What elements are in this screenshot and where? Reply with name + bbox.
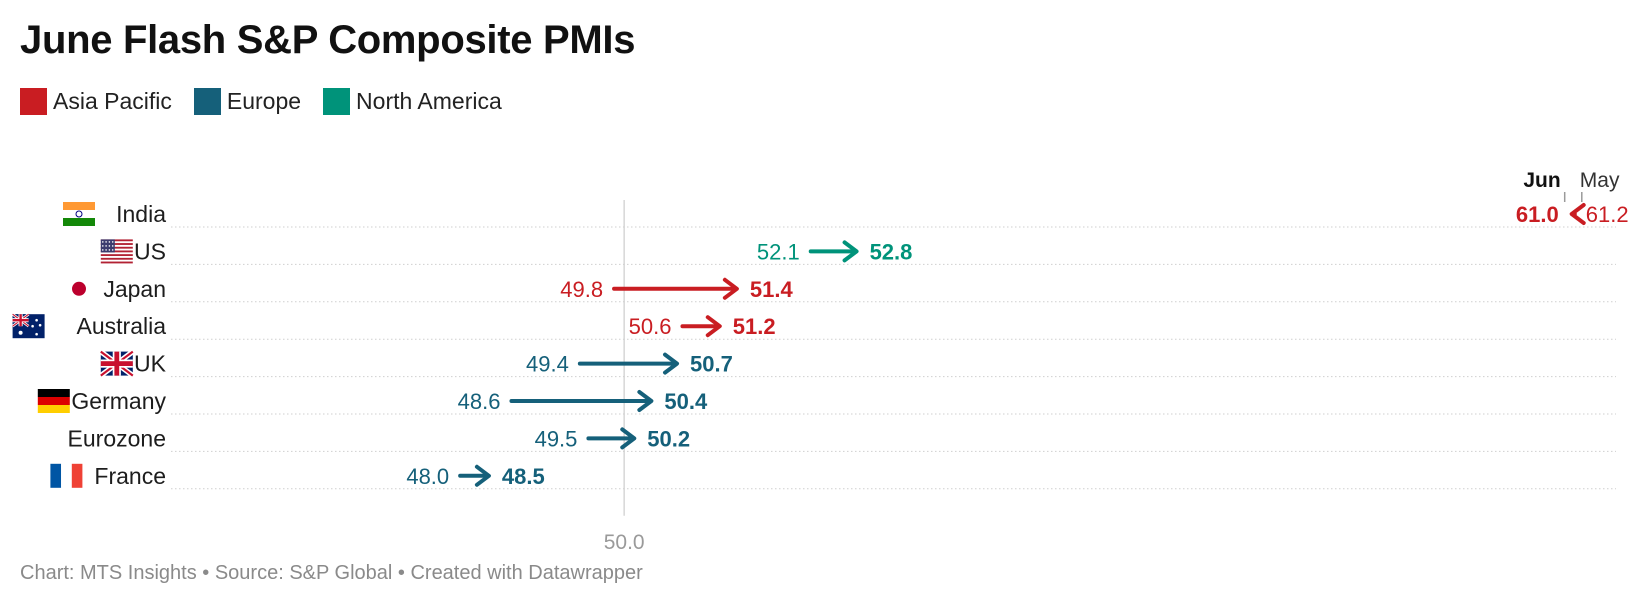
- country-label: Australia: [77, 313, 167, 339]
- row-france: France 48.0 48.5: [50, 463, 1616, 490]
- change-arrow: [680, 315, 722, 338]
- australia-flag-icon: [11, 313, 45, 339]
- may-value-label: 49.4: [526, 352, 569, 377]
- jun-value-label: 50.7: [690, 352, 733, 377]
- france-flag-icon: [50, 463, 83, 488]
- row-uk: UK 49.4 50.7: [99, 349, 1616, 378]
- country-label: Germany: [71, 388, 166, 414]
- legend-item-europe: Europe: [193, 88, 302, 115]
- may-value-label: 50.6: [629, 314, 672, 339]
- change-arrow: [458, 464, 491, 487]
- row-us: US 52.1 52.8: [100, 238, 1616, 265]
- row-india: India 61.2 61.0: [63, 201, 1629, 228]
- may-value-label: 49.8: [560, 277, 603, 302]
- jun-column-label: Jun: [1523, 169, 1560, 192]
- change-arrow: [586, 427, 637, 450]
- may-value-label: 48.0: [406, 464, 449, 489]
- row-japan: Japan 49.8 51.4: [63, 276, 1616, 303]
- jun-value-label: 51.4: [750, 277, 794, 302]
- legend: Asia Pacific Europe North America: [20, 88, 524, 115]
- us-flag-icon: [100, 239, 133, 264]
- may-value-label: 49.5: [535, 426, 578, 451]
- jun-value-label: 61.0: [1516, 202, 1559, 227]
- jun-value-label: 48.5: [502, 464, 545, 489]
- legend-label-north-america: North America: [356, 88, 502, 114]
- row-eurozone: Eurozone 49.5 50.2: [68, 425, 1616, 452]
- legend-swatch-europe: [193, 88, 221, 115]
- jun-value-label: 51.2: [733, 314, 776, 339]
- country-label: India: [116, 201, 166, 227]
- may-value-label: 61.2: [1586, 202, 1629, 227]
- row-germany: Germany 48.6 50.4: [37, 388, 1616, 415]
- jun-value-label: 50.4: [664, 389, 708, 414]
- legend-label-asia-pacific: Asia Pacific: [53, 88, 172, 114]
- legend-swatch-north-america: [323, 88, 351, 115]
- legend-item-asia-pacific: Asia Pacific: [20, 88, 172, 115]
- japan-flag-icon: [63, 276, 95, 301]
- chart-footer: Chart: MTS Insights • Source: S&P Global…: [20, 562, 643, 584]
- reference-label: 50.0: [604, 531, 645, 554]
- column-header-annotation: Jun May: [1523, 169, 1620, 202]
- may-value-label: 48.6: [458, 389, 501, 414]
- country-label: France: [94, 463, 166, 489]
- country-label: Eurozone: [68, 425, 166, 451]
- change-arrow: [808, 240, 859, 263]
- may-column-label: May: [1580, 169, 1620, 192]
- row-australia: Australia 50.6 51.2: [11, 313, 1616, 340]
- legend-label-europe: Europe: [226, 88, 302, 114]
- legend-item-north-america: North America: [323, 88, 502, 115]
- germany-flag-icon: [37, 389, 70, 413]
- change-arrow: [509, 390, 654, 412]
- may-value-label: 52.1: [757, 239, 800, 264]
- jun-value-label: 52.8: [870, 239, 913, 264]
- jun-value-label: 50.2: [647, 426, 690, 451]
- legend-swatch-asia-pacific: [20, 88, 47, 115]
- change-arrow: [612, 277, 739, 300]
- change-arrow: [577, 352, 680, 375]
- change-arrow: [1569, 203, 1586, 225]
- india-flag-icon: [63, 202, 95, 226]
- country-label: US: [134, 238, 166, 264]
- uk-flag-icon: [99, 349, 135, 378]
- country-label: UK: [134, 351, 167, 377]
- chart-title: June Flash S&P Composite PMIs: [20, 18, 636, 62]
- country-label: Japan: [103, 276, 166, 302]
